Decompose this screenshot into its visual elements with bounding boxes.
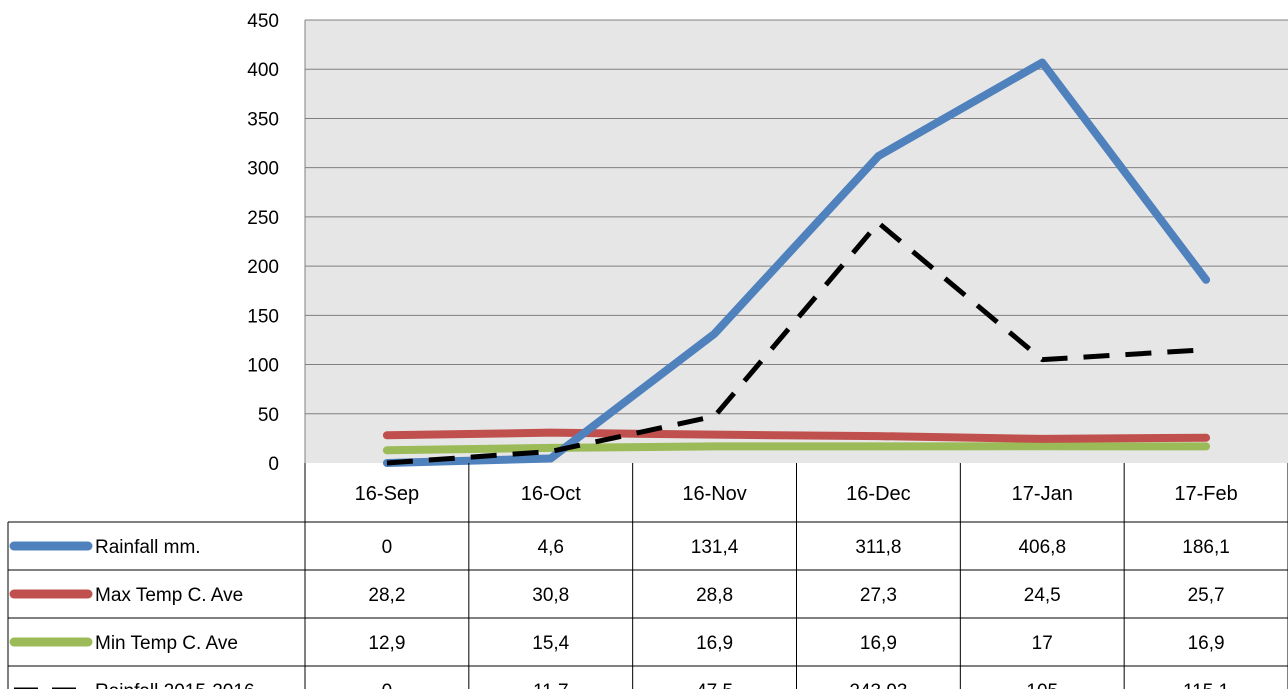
legend-label: Rainfall 2015-2016 <box>95 681 255 689</box>
data-label: 115,1 <box>1183 681 1229 689</box>
data-label: 4,6 <box>538 537 564 558</box>
data-label: 16,9 <box>1188 633 1225 654</box>
x-category-label: 16-Sep <box>355 483 420 505</box>
data-label: 406,8 <box>1018 537 1066 558</box>
data-table: 16-Sep 16-Oct 16-Nov 16-Dec 17-Jan 17-Feb Rain… <box>7 463 1288 694</box>
data-label: 243,93 <box>849 681 907 689</box>
data-label: 28,2 <box>368 585 405 606</box>
legend-label: Rainfall mm. <box>95 537 201 558</box>
data-label: 11,7 <box>533 681 569 689</box>
x-category-label: 16-Oct <box>521 483 581 505</box>
x-category-label: 17-Jan <box>1012 483 1073 505</box>
y-tick-label: 100 <box>247 356 279 377</box>
y-axis: 0 50 100 150 200 250 300 350 400 450 <box>247 11 279 475</box>
gridlines <box>304 19 1288 463</box>
x-category-label: 16-Dec <box>846 483 910 505</box>
y-tick-label: 450 <box>247 11 279 32</box>
series-lines <box>382 58 1211 467</box>
series-line-0 <box>382 58 1211 467</box>
y-tick-label: 200 <box>247 257 279 278</box>
data-label: 186,1 <box>1182 537 1230 558</box>
data-label: 15,4 <box>532 633 569 654</box>
x-category-label: 17-Feb <box>1174 483 1237 505</box>
x-category-label: 16-Nov <box>682 483 746 505</box>
series-line-3 <box>386 220 1207 466</box>
y-tick-label: 350 <box>247 109 279 130</box>
data-label: 105 <box>1026 681 1058 689</box>
data-label: 12,9 <box>368 633 405 654</box>
data-label: 24,5 <box>1024 585 1061 606</box>
y-tick-label: 300 <box>247 159 279 180</box>
data-label: 47,5 <box>696 681 733 689</box>
legend-label: Max Temp C. Ave <box>95 585 243 606</box>
data-label: 0 <box>382 537 393 558</box>
series-line-2 <box>382 442 1211 455</box>
y-tick-label: 50 <box>258 405 279 426</box>
data-label: 27,3 <box>860 585 897 606</box>
data-label: 16,9 <box>860 633 897 654</box>
data-label: 17 <box>1032 633 1053 654</box>
data-label: 30,8 <box>532 585 569 606</box>
y-tick-label: 250 <box>247 208 279 229</box>
y-tick-label: 400 <box>247 60 279 81</box>
series-line-1 <box>382 428 1211 443</box>
data-label: 16,9 <box>696 633 733 654</box>
data-label: 311,8 <box>855 537 901 558</box>
data-label: 25,7 <box>1188 585 1225 606</box>
legend-label: Min Temp C. Ave <box>95 633 238 654</box>
data-label: 28,8 <box>696 585 733 606</box>
data-label: 131,4 <box>691 537 739 558</box>
y-tick-label: 0 <box>268 454 279 475</box>
y-tick-label: 150 <box>247 306 279 327</box>
data-label: 0 <box>382 681 393 689</box>
